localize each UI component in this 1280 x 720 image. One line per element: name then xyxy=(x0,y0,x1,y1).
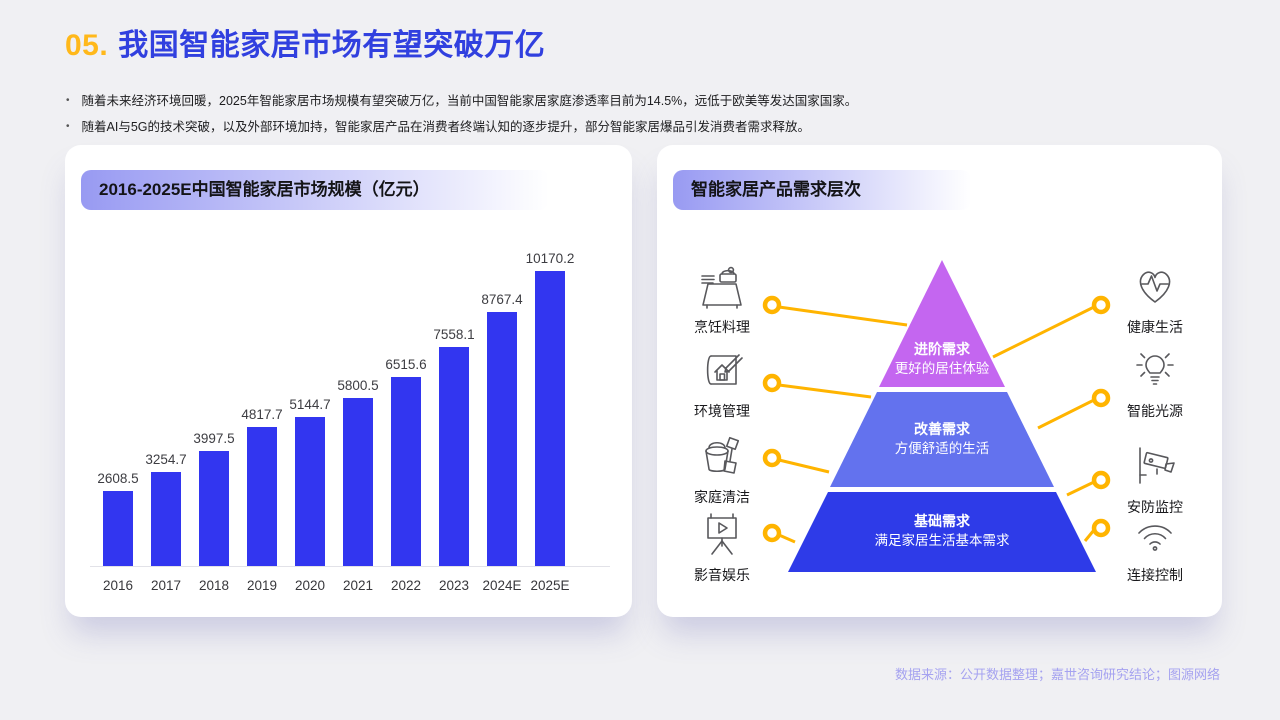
x-tick-label: 2019 xyxy=(246,578,278,593)
pyramid-graphic xyxy=(762,260,1111,572)
x-axis-line xyxy=(90,566,610,567)
x-tick-label: 2021 xyxy=(342,578,374,593)
x-tick-label: 2023 xyxy=(438,578,470,593)
bar xyxy=(343,398,373,567)
pyramid-tier-label-middle: 改善需求 方便舒适的生活 xyxy=(792,420,1092,458)
page-title-number: 05. xyxy=(65,29,109,62)
side-item-connectivity: 连接控制 xyxy=(1110,511,1200,585)
bar-column: 8767.4 xyxy=(478,292,526,567)
bar-value-label: 3997.5 xyxy=(193,431,235,446)
side-item-label: 家庭清洁 xyxy=(694,489,750,505)
bar-value-label: 10170.2 xyxy=(525,251,575,266)
side-item-cleaning: 家庭清洁 xyxy=(677,433,767,507)
bar-value-label: 5800.5 xyxy=(337,378,379,393)
bar-value-label: 4817.7 xyxy=(241,407,283,422)
chart-card-title: 2016-2025E中国智能家居市场规模（亿元） xyxy=(81,170,549,210)
bar-value-label: 3254.7 xyxy=(145,452,187,467)
demand-pyramid-card: 智能家居产品需求层次 进阶需求 更好的居住体验 xyxy=(657,145,1222,617)
side-item-label: 连接控制 xyxy=(1127,567,1183,583)
bullet-text: 随着未来经济环境回暖，2025年智能家居市场规模有望突破万亿，当前中国智能家居家… xyxy=(81,94,858,108)
bullet-text: 随着AI与5G的技术突破，以及外部环境加持，智能家居产品在消费者终端认知的逐步提… xyxy=(81,120,811,134)
pyramid-tier-bottom xyxy=(788,492,1096,572)
bar-column: 3254.7 xyxy=(142,452,190,567)
side-item-label: 智能光源 xyxy=(1127,403,1183,419)
side-item-environment: 环境管理 xyxy=(677,347,767,421)
bar-column: 3997.5 xyxy=(190,431,238,567)
side-item-label: 健康生活 xyxy=(1127,319,1183,335)
blueprint-house-icon xyxy=(699,347,745,393)
bar xyxy=(199,451,229,567)
bullet-dot: • xyxy=(66,121,70,132)
tier-name: 改善需求 xyxy=(914,421,970,437)
side-item-label: 安防监控 xyxy=(1127,499,1183,515)
bar-column: 4817.7 xyxy=(238,407,286,567)
side-item-label: 环境管理 xyxy=(694,403,750,419)
heart-pulse-icon xyxy=(1132,263,1178,309)
bar-value-label: 7558.1 xyxy=(433,327,475,342)
x-tick-label: 2024E xyxy=(482,578,522,593)
bar-column: 7558.1 xyxy=(430,327,478,567)
bar xyxy=(103,491,133,567)
bar-column: 6515.6 xyxy=(382,357,430,567)
wifi-icon xyxy=(1132,511,1178,557)
side-item-media: 影音娱乐 xyxy=(677,511,767,585)
bar xyxy=(151,472,181,567)
x-tick-label: 2016 xyxy=(102,578,134,593)
page-title: 05. 我国智能家居市场有望突破万亿 xyxy=(65,20,545,64)
bullet-dot: • xyxy=(66,95,70,106)
pyramid-card-title: 智能家居产品需求层次 xyxy=(673,170,971,210)
x-tick-label: 2020 xyxy=(294,578,326,593)
x-tick-label: 2017 xyxy=(150,578,182,593)
bar xyxy=(535,271,565,567)
tier-desc: 方便舒适的生活 xyxy=(894,441,990,456)
side-item-cooking: 烹饪料理 xyxy=(677,263,767,337)
tier-desc: 更好的居住体验 xyxy=(894,361,990,376)
x-tick-label: 2025E xyxy=(530,578,570,593)
side-item-light: 智能光源 xyxy=(1110,347,1200,421)
bullet-item: • 随着未来经济环境回暖，2025年智能家居市场规模有望突破万亿，当前中国智能家… xyxy=(66,88,857,114)
x-axis-ticks: 2016 2017 2018 2019 2020 2021 2022 2023 2024E 202… xyxy=(94,578,574,593)
bar-column: 10170.2 xyxy=(526,251,574,567)
data-source-note: 数据来源：公开数据整理；嘉世咨询研究结论；图源网络 xyxy=(894,667,1220,682)
page-title-text: 我国智能家居市场有望突破万亿 xyxy=(118,29,546,62)
side-item-security: 安防监控 xyxy=(1110,443,1200,517)
side-item-label: 影音娱乐 xyxy=(694,567,750,583)
pyramid-tier-label-top: 进阶需求 更好的居住体验 xyxy=(792,340,1092,378)
x-tick-label: 2018 xyxy=(198,578,230,593)
bullet-item: • 随着AI与5G的技术突破，以及外部环境加持，智能家居产品在消费者终端认知的逐… xyxy=(66,114,857,140)
rice-cooker-icon xyxy=(699,263,745,309)
connector-lines xyxy=(762,295,1111,544)
tier-name: 基础需求 xyxy=(914,513,970,529)
side-item-health: 健康生活 xyxy=(1110,263,1200,337)
cleaning-bucket-icon xyxy=(699,433,745,479)
x-tick-label: 2022 xyxy=(390,578,422,593)
summary-bullets: • 随着未来经济环境回暖，2025年智能家居市场规模有望突破万亿，当前中国智能家… xyxy=(66,88,857,140)
pyramid-tier-middle xyxy=(830,392,1054,487)
pyramid-tier-top xyxy=(879,260,1005,387)
bar-column: 5800.5 xyxy=(334,378,382,567)
bar xyxy=(391,377,421,567)
pyramid-tier-label-bottom: 基础需求 满足家居生活基本需求 xyxy=(792,512,1092,550)
bar-column: 2608.5 xyxy=(94,471,142,567)
bar-chart-plot: 2608.5 3254.7 3997.5 4817.7 5144.7 5800.5 6515… xyxy=(94,227,574,567)
market-size-chart-card: 2016-2025E中国智能家居市场规模（亿元） 2608.5 3254.7 399… xyxy=(65,145,632,617)
side-item-label: 烹饪料理 xyxy=(694,319,750,335)
bar-value-label: 2608.5 xyxy=(97,471,139,486)
tier-desc: 满足家居生活基本需求 xyxy=(874,533,1010,548)
bar xyxy=(487,312,517,567)
bar-value-label: 8767.4 xyxy=(481,292,523,307)
bar xyxy=(295,417,325,567)
bar-value-label: 5144.7 xyxy=(289,397,331,412)
bar xyxy=(247,427,277,567)
bar xyxy=(439,347,469,567)
tier-name: 进阶需求 xyxy=(914,341,970,357)
bar-column: 5144.7 xyxy=(286,397,334,567)
light-bulb-icon xyxy=(1132,347,1178,393)
bar-value-label: 6515.6 xyxy=(385,357,427,372)
security-camera-icon xyxy=(1132,443,1178,489)
projector-screen-icon xyxy=(699,511,745,557)
